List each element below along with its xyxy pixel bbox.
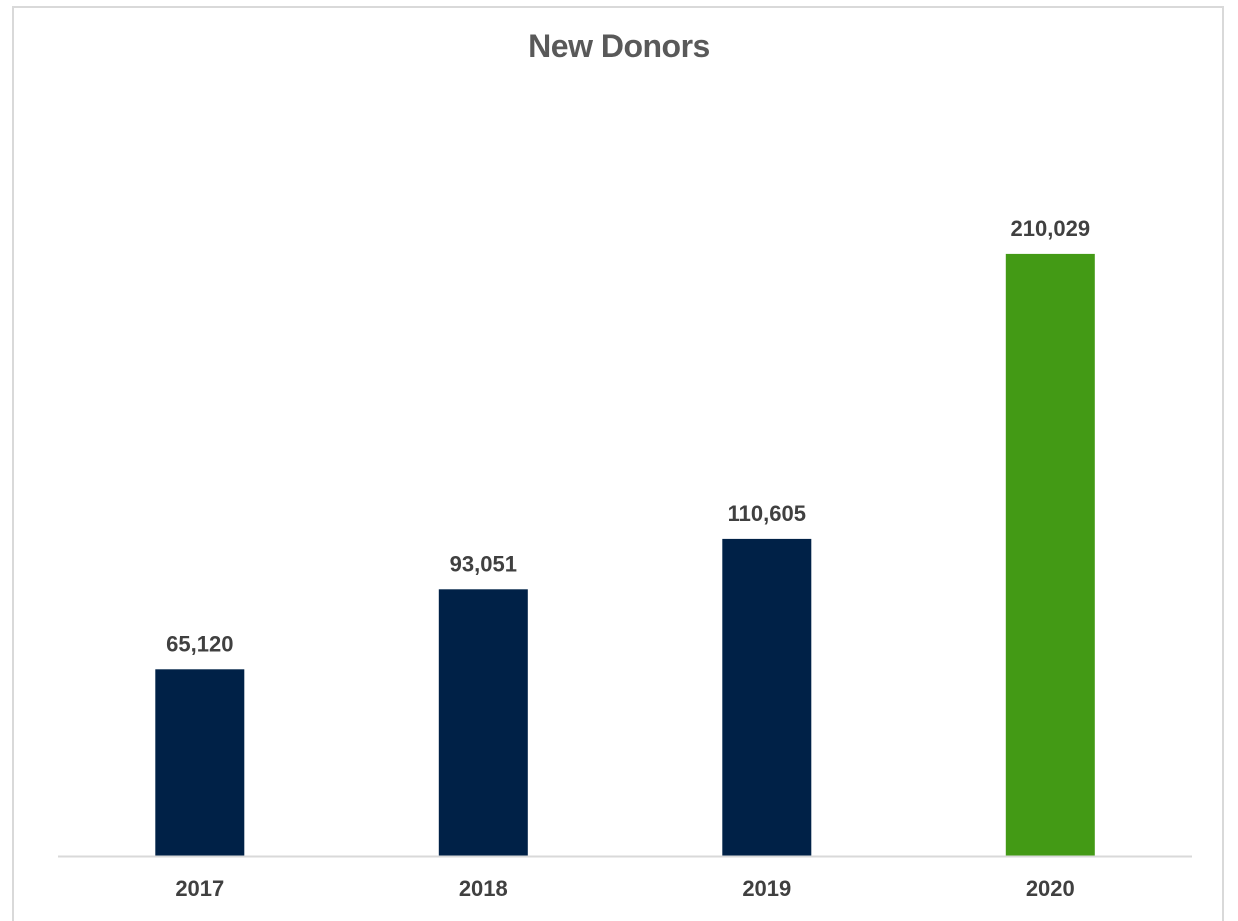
data-label-2019: 110,605 [728,501,806,526]
data-label-2017: 65,120 [166,631,233,656]
bar-2017 [155,669,245,856]
bar-2020 [1005,253,1095,856]
value-labels-group: 65,120 93,051 110,605 210,029 [166,216,1090,656]
x-tick-label-2019: 2019 [742,876,791,901]
x-tick-label-2018: 2018 [459,876,508,901]
category-labels-group: 2017 2018 2019 2020 [175,876,1074,901]
data-label-2018: 93,051 [450,551,517,576]
chart-title: New Donors [528,28,710,64]
bars-group [155,253,1095,856]
data-label-2020: 210,029 [1011,216,1091,241]
bar-2018 [438,589,528,856]
x-tick-label-2020: 2020 [1026,876,1075,901]
x-tick-label-2017: 2017 [175,876,224,901]
bar-2019 [722,538,812,856]
